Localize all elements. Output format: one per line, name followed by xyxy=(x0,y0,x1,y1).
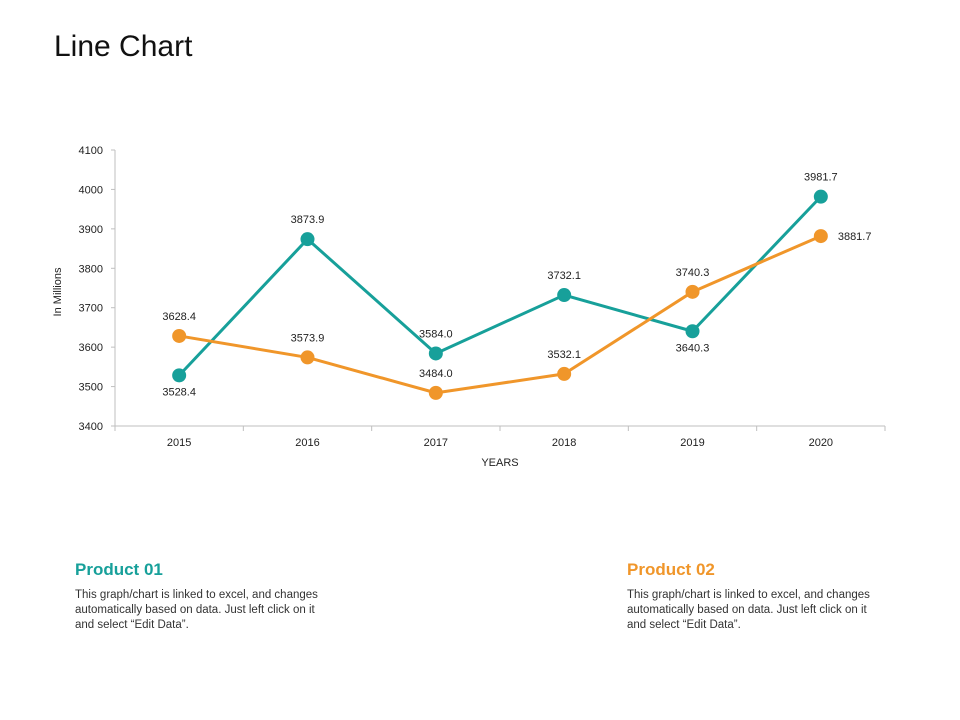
data-point-product-02 xyxy=(557,366,572,381)
data-point-product-02 xyxy=(172,328,187,343)
y-tick-label: 3600 xyxy=(79,342,103,354)
data-label-product-01: 3528.4 xyxy=(162,386,196,398)
y-tick-label: 4000 xyxy=(79,184,103,196)
data-point-product-01 xyxy=(813,189,828,204)
y-tick-label: 3800 xyxy=(79,263,103,275)
data-label-product-02: 3881.7 xyxy=(838,231,872,243)
x-tick-label: 2019 xyxy=(680,437,704,449)
data-label-product-02: 3628.4 xyxy=(162,311,196,323)
page-title: Line Chart xyxy=(54,30,193,63)
data-label-product-01: 3584.0 xyxy=(419,328,453,340)
data-point-product-02 xyxy=(428,385,443,400)
x-tick-label: 2020 xyxy=(809,437,833,449)
legend-product-02: Product 02 This graph/chart is linked to… xyxy=(627,560,887,633)
data-point-product-02 xyxy=(813,229,828,244)
series-line-product-02 xyxy=(178,234,822,395)
data-point-product-02 xyxy=(300,350,315,365)
data-point-product-01 xyxy=(172,368,187,383)
legend-description-product-02: This graph/chart is linked to excel, and… xyxy=(627,589,870,631)
x-axis-label: YEARS xyxy=(481,457,518,469)
y-tick-label: 3500 xyxy=(79,382,103,394)
x-tick-label: 2016 xyxy=(295,437,319,449)
y-axis-label: In Millions xyxy=(52,267,64,316)
data-point-product-01 xyxy=(428,346,443,361)
data-label-product-02: 3573.9 xyxy=(291,332,325,344)
series-line-product-01 xyxy=(178,195,822,377)
data-point-product-02 xyxy=(685,284,700,299)
y-tick-label: 3700 xyxy=(79,303,103,315)
data-label-product-02: 3484.0 xyxy=(419,368,453,380)
y-tick-label: 4100 xyxy=(79,145,103,157)
data-label-product-01: 3640.3 xyxy=(676,342,710,354)
legend-title-product-01: Product 01 xyxy=(75,560,163,579)
data-point-product-01 xyxy=(685,324,700,339)
data-point-product-01 xyxy=(300,232,315,247)
legend-description-product-01: This graph/chart is linked to excel, and… xyxy=(75,589,318,631)
x-tick-label: 2015 xyxy=(167,437,191,449)
data-label-product-02: 3532.1 xyxy=(547,349,581,361)
y-tick-label: 3900 xyxy=(79,224,103,236)
data-point-product-01 xyxy=(557,288,572,303)
legend-title-product-02: Product 02 xyxy=(627,560,715,579)
x-tick-label: 2018 xyxy=(552,437,576,449)
legend-product-01: Product 01 This graph/chart is linked to… xyxy=(75,560,335,633)
data-label-product-01: 3981.7 xyxy=(804,172,838,184)
data-label-product-01: 3873.9 xyxy=(291,214,325,226)
data-label-product-01: 3732.1 xyxy=(547,270,581,282)
y-tick-label: 3400 xyxy=(79,421,103,433)
x-tick-label: 2017 xyxy=(424,437,448,449)
data-label-product-02: 3740.3 xyxy=(676,267,710,279)
